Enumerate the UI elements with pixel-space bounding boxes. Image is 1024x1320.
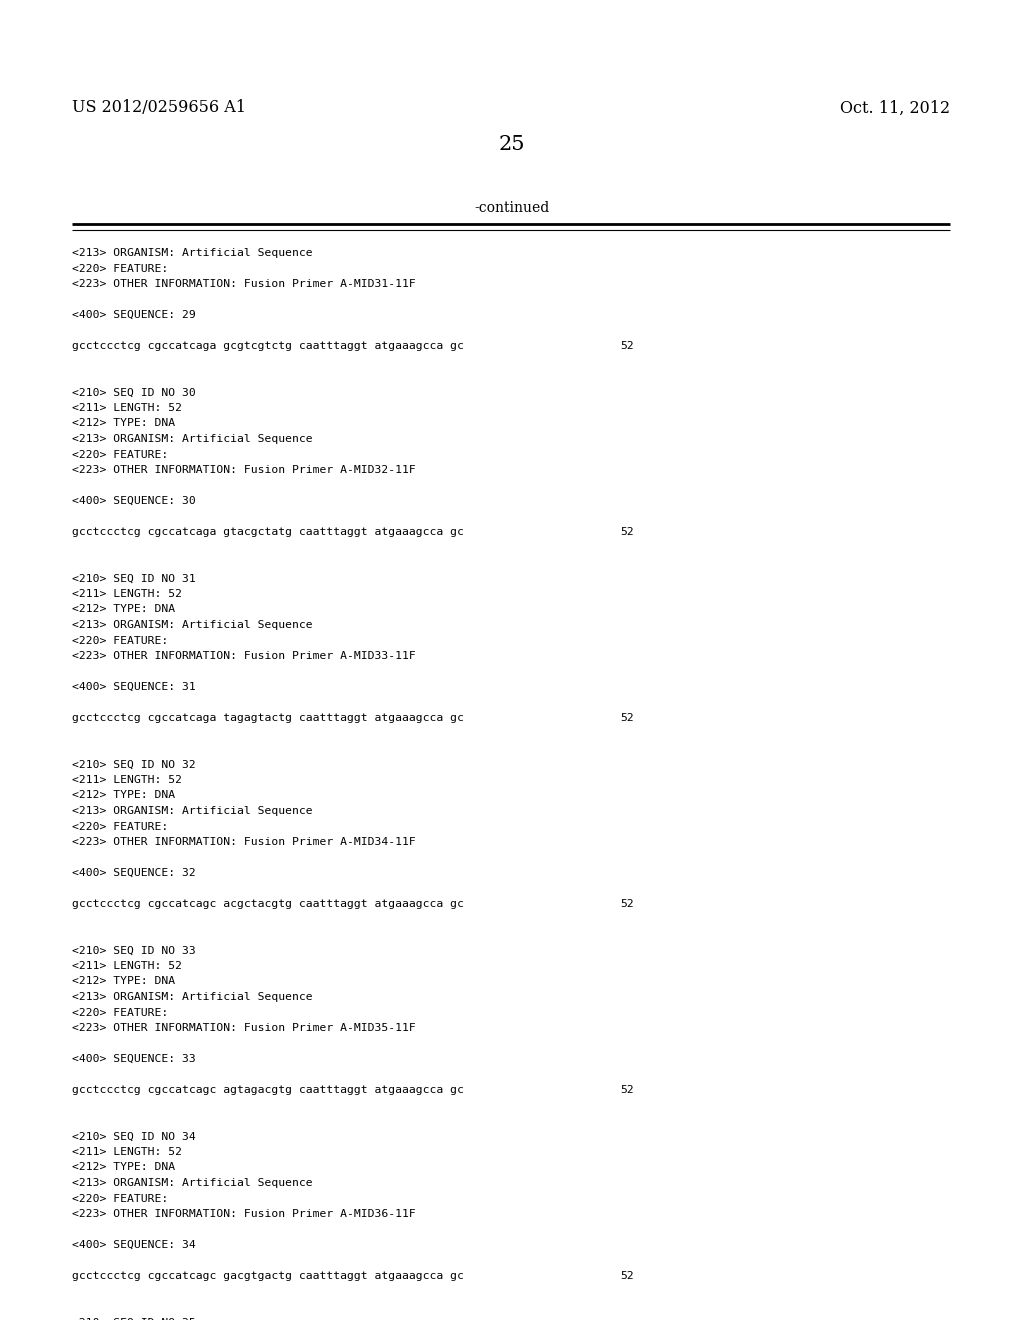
- Text: <212> TYPE: DNA: <212> TYPE: DNA: [72, 791, 175, 800]
- Text: <213> ORGANISM: Artificial Sequence: <213> ORGANISM: Artificial Sequence: [72, 1177, 312, 1188]
- Text: 52: 52: [620, 1085, 634, 1096]
- Text: <400> SEQUENCE: 31: <400> SEQUENCE: 31: [72, 682, 196, 692]
- Text: <210> SEQ ID NO 33: <210> SEQ ID NO 33: [72, 945, 196, 956]
- Text: <220> FEATURE:: <220> FEATURE:: [72, 450, 168, 459]
- Text: <223> OTHER INFORMATION: Fusion Primer A-MID36-11F: <223> OTHER INFORMATION: Fusion Primer A…: [72, 1209, 416, 1218]
- Text: <212> TYPE: DNA: <212> TYPE: DNA: [72, 1163, 175, 1172]
- Text: 52: 52: [620, 713, 634, 723]
- Text: gcctccctcg cgccatcaga tagagtactg caatttaggt atgaaagcca gc: gcctccctcg cgccatcaga tagagtactg caattta…: [72, 713, 464, 723]
- Text: US 2012/0259656 A1: US 2012/0259656 A1: [72, 99, 246, 116]
- Text: <213> ORGANISM: Artificial Sequence: <213> ORGANISM: Artificial Sequence: [72, 434, 312, 444]
- Text: <211> LENGTH: 52: <211> LENGTH: 52: [72, 403, 182, 413]
- Text: <223> OTHER INFORMATION: Fusion Primer A-MID31-11F: <223> OTHER INFORMATION: Fusion Primer A…: [72, 279, 416, 289]
- Text: <210> SEQ ID NO 32: <210> SEQ ID NO 32: [72, 759, 196, 770]
- Text: 52: 52: [620, 899, 634, 909]
- Text: <211> LENGTH: 52: <211> LENGTH: 52: [72, 1147, 182, 1158]
- Text: <223> OTHER INFORMATION: Fusion Primer A-MID34-11F: <223> OTHER INFORMATION: Fusion Primer A…: [72, 837, 416, 847]
- Text: <211> LENGTH: 52: <211> LENGTH: 52: [72, 775, 182, 785]
- Text: <213> ORGANISM: Artificial Sequence: <213> ORGANISM: Artificial Sequence: [72, 807, 312, 816]
- Text: 25: 25: [499, 136, 525, 154]
- Text: <210> SEQ ID NO 30: <210> SEQ ID NO 30: [72, 388, 196, 397]
- Text: 52: 52: [620, 1271, 634, 1280]
- Text: Oct. 11, 2012: Oct. 11, 2012: [840, 99, 950, 116]
- Text: <210> SEQ ID NO 35: <210> SEQ ID NO 35: [72, 1317, 196, 1320]
- Text: gcctccctcg cgccatcaga gcgtcgtctg caatttaggt atgaaagcca gc: gcctccctcg cgccatcaga gcgtcgtctg caattta…: [72, 341, 464, 351]
- Text: <400> SEQUENCE: 29: <400> SEQUENCE: 29: [72, 310, 196, 319]
- Text: gcctccctcg cgccatcagc gacgtgactg caatttaggt atgaaagcca gc: gcctccctcg cgccatcagc gacgtgactg caattta…: [72, 1271, 464, 1280]
- Text: <220> FEATURE:: <220> FEATURE:: [72, 821, 168, 832]
- Text: <223> OTHER INFORMATION: Fusion Primer A-MID35-11F: <223> OTHER INFORMATION: Fusion Primer A…: [72, 1023, 416, 1034]
- Text: <400> SEQUENCE: 33: <400> SEQUENCE: 33: [72, 1053, 196, 1064]
- Text: <213> ORGANISM: Artificial Sequence: <213> ORGANISM: Artificial Sequence: [72, 620, 312, 630]
- Text: -continued: -continued: [474, 201, 550, 215]
- Text: <223> OTHER INFORMATION: Fusion Primer A-MID32-11F: <223> OTHER INFORMATION: Fusion Primer A…: [72, 465, 416, 475]
- Text: <400> SEQUENCE: 32: <400> SEQUENCE: 32: [72, 869, 196, 878]
- Text: <220> FEATURE:: <220> FEATURE:: [72, 1007, 168, 1018]
- Text: gcctccctcg cgccatcaga gtacgctatg caatttaggt atgaaagcca gc: gcctccctcg cgccatcaga gtacgctatg caattta…: [72, 527, 464, 537]
- Text: <212> TYPE: DNA: <212> TYPE: DNA: [72, 977, 175, 986]
- Text: 52: 52: [620, 341, 634, 351]
- Text: <211> LENGTH: 52: <211> LENGTH: 52: [72, 961, 182, 972]
- Text: <213> ORGANISM: Artificial Sequence: <213> ORGANISM: Artificial Sequence: [72, 248, 312, 257]
- Text: <211> LENGTH: 52: <211> LENGTH: 52: [72, 589, 182, 599]
- Text: <212> TYPE: DNA: <212> TYPE: DNA: [72, 418, 175, 429]
- Text: <210> SEQ ID NO 31: <210> SEQ ID NO 31: [72, 573, 196, 583]
- Text: 52: 52: [620, 527, 634, 537]
- Text: <220> FEATURE:: <220> FEATURE:: [72, 1193, 168, 1204]
- Text: gcctccctcg cgccatcagc agtagacgtg caatttaggt atgaaagcca gc: gcctccctcg cgccatcagc agtagacgtg caattta…: [72, 1085, 464, 1096]
- Text: gcctccctcg cgccatcagc acgctacgtg caatttaggt atgaaagcca gc: gcctccctcg cgccatcagc acgctacgtg caattta…: [72, 899, 464, 909]
- Text: <400> SEQUENCE: 34: <400> SEQUENCE: 34: [72, 1239, 196, 1250]
- Text: <212> TYPE: DNA: <212> TYPE: DNA: [72, 605, 175, 615]
- Text: <210> SEQ ID NO 34: <210> SEQ ID NO 34: [72, 1131, 196, 1142]
- Text: <213> ORGANISM: Artificial Sequence: <213> ORGANISM: Artificial Sequence: [72, 993, 312, 1002]
- Text: <223> OTHER INFORMATION: Fusion Primer A-MID33-11F: <223> OTHER INFORMATION: Fusion Primer A…: [72, 651, 416, 661]
- Text: <400> SEQUENCE: 30: <400> SEQUENCE: 30: [72, 496, 196, 506]
- Text: <220> FEATURE:: <220> FEATURE:: [72, 264, 168, 273]
- Text: <220> FEATURE:: <220> FEATURE:: [72, 635, 168, 645]
